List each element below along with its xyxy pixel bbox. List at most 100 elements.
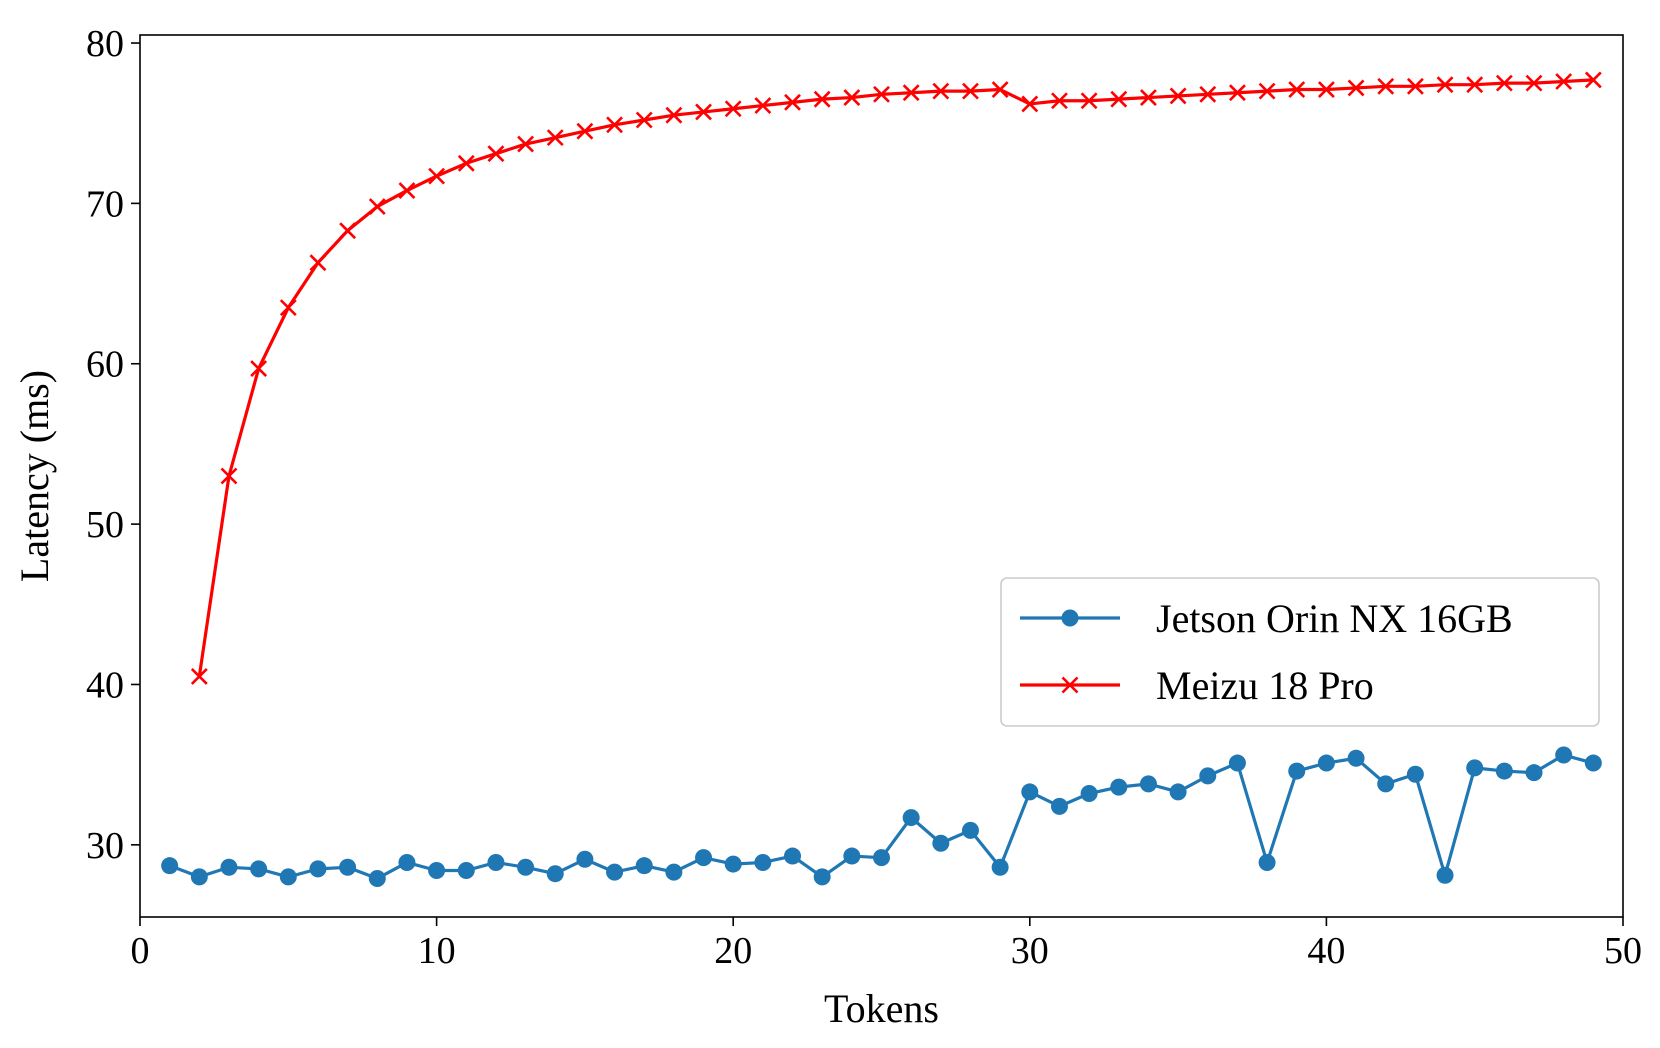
data-point [1110, 778, 1128, 796]
data-point [1555, 746, 1573, 764]
data-point-stroke [843, 89, 861, 106]
data-point [1110, 90, 1128, 108]
data-point [1080, 785, 1098, 803]
data-point [932, 82, 950, 100]
data-point-stroke [932, 82, 950, 100]
data-point [398, 853, 416, 871]
data-point [398, 182, 416, 199]
legend-item-0: Jetson Orin NX 16GB [1020, 596, 1513, 641]
data-point [457, 154, 475, 172]
data-point [161, 857, 179, 875]
data-point [813, 90, 831, 108]
data-point [190, 668, 208, 685]
data-point [1584, 754, 1602, 772]
data-point-stroke [1406, 77, 1424, 95]
data-point-stroke [546, 129, 564, 147]
data-point [1466, 76, 1484, 94]
data-point-stroke [606, 116, 623, 134]
data-point-stroke [398, 182, 416, 199]
data-point [517, 135, 534, 153]
data-point-stroke [250, 360, 268, 377]
data-point [813, 868, 831, 886]
data-point-stroke [1258, 82, 1276, 100]
data-point [546, 129, 564, 147]
data-point-stroke [1584, 71, 1602, 89]
data-point [1228, 754, 1246, 772]
data-point [1080, 92, 1098, 110]
y-tick-label: 80 [86, 23, 124, 65]
data-point [1377, 77, 1395, 95]
data-point [1139, 775, 1157, 793]
data-point [902, 84, 920, 102]
data-point-stroke [1110, 90, 1128, 108]
data-point [190, 868, 208, 886]
data-point [1436, 76, 1454, 94]
data-point [665, 863, 683, 881]
data-point-stroke [457, 154, 475, 172]
data-point-stroke [784, 93, 801, 111]
data-point [1377, 775, 1395, 793]
series-0 [161, 746, 1602, 888]
data-point [1436, 866, 1454, 884]
data-point-stroke [190, 668, 208, 685]
data-point-stroke [991, 81, 1009, 98]
data-point [1229, 84, 1246, 102]
data-point [1495, 74, 1513, 92]
data-point-stroke [220, 467, 238, 485]
data-point-stroke [1495, 74, 1513, 92]
data-point [1258, 82, 1276, 100]
data-point [1051, 92, 1068, 110]
data-point-stroke [339, 222, 357, 240]
data-point [1347, 79, 1365, 97]
data-point [1021, 783, 1039, 801]
data-point [576, 122, 594, 140]
data-point-stroke [1021, 95, 1039, 113]
data-point [1169, 87, 1187, 105]
data-point [1466, 759, 1484, 777]
x-axis-label: Tokens [824, 986, 939, 1031]
data-point-stroke [813, 90, 831, 108]
data-point [487, 853, 505, 871]
y-tick-label: 30 [86, 825, 124, 867]
data-point-stroke [1140, 89, 1157, 106]
y-tick-label: 60 [86, 344, 124, 386]
data-point [220, 467, 238, 485]
data-point [1347, 749, 1365, 767]
data-point-stroke [1436, 76, 1454, 94]
data-point-stroke [576, 122, 594, 140]
data-point [1584, 71, 1602, 89]
data-point [250, 860, 268, 878]
data-point [1021, 95, 1039, 113]
axes-frame [139, 34, 1624, 918]
data-point [991, 81, 1009, 98]
x-tick-label: 20 [714, 930, 752, 972]
data-point [428, 861, 446, 879]
data-point [576, 850, 594, 868]
data-point-stroke [695, 103, 712, 121]
legend: Jetson Orin NX 16GB Meizu 18 Pro [1000, 577, 1600, 727]
data-point [339, 858, 357, 876]
data-point-stroke [1317, 81, 1335, 98]
data-point [309, 860, 327, 878]
data-point-stroke [368, 198, 386, 216]
data-point-stroke [1466, 76, 1484, 94]
data-point [1288, 762, 1306, 780]
data-point [1555, 73, 1573, 90]
x-tick-label: 50 [1604, 930, 1642, 972]
data-point [220, 858, 238, 876]
data-point [1199, 767, 1217, 785]
data-point [457, 861, 475, 879]
data-point-stroke [309, 254, 327, 272]
data-point [250, 360, 268, 377]
data-point [1169, 783, 1187, 801]
legend-label: Jetson Orin NX 16GB [1156, 596, 1513, 641]
x-tick-label: 30 [1011, 930, 1049, 972]
data-point [724, 855, 742, 873]
data-point [635, 111, 653, 129]
data-point [724, 100, 742, 118]
data-point-stroke [724, 100, 742, 118]
data-point [873, 85, 890, 103]
data-point-stroke [1229, 84, 1246, 102]
x-tick-label: 10 [418, 930, 456, 972]
data-point [339, 222, 357, 240]
